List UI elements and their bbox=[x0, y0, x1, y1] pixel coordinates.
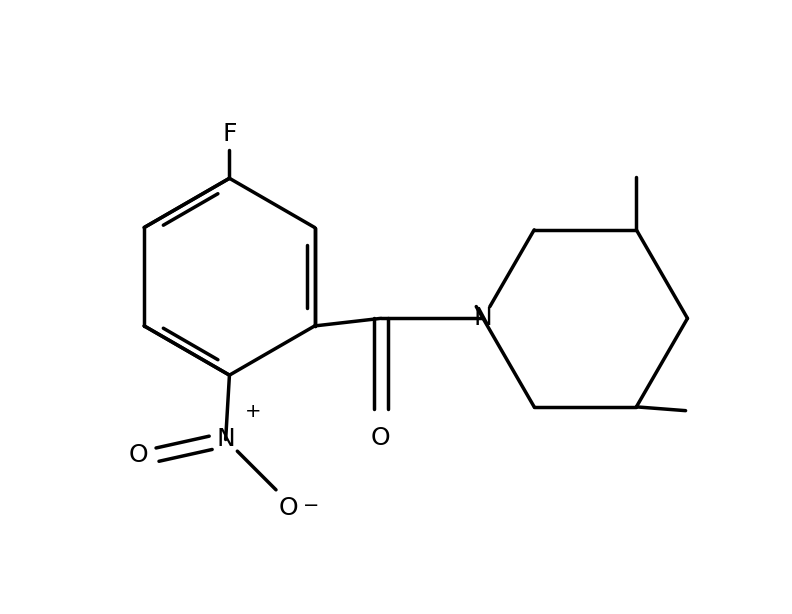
Text: F: F bbox=[223, 123, 237, 147]
Text: O: O bbox=[279, 496, 299, 520]
Text: N: N bbox=[474, 306, 493, 330]
Text: N: N bbox=[216, 427, 235, 451]
Text: O: O bbox=[371, 426, 390, 450]
Text: +: + bbox=[245, 402, 261, 421]
Text: −: − bbox=[303, 496, 319, 515]
Text: O: O bbox=[129, 443, 148, 467]
